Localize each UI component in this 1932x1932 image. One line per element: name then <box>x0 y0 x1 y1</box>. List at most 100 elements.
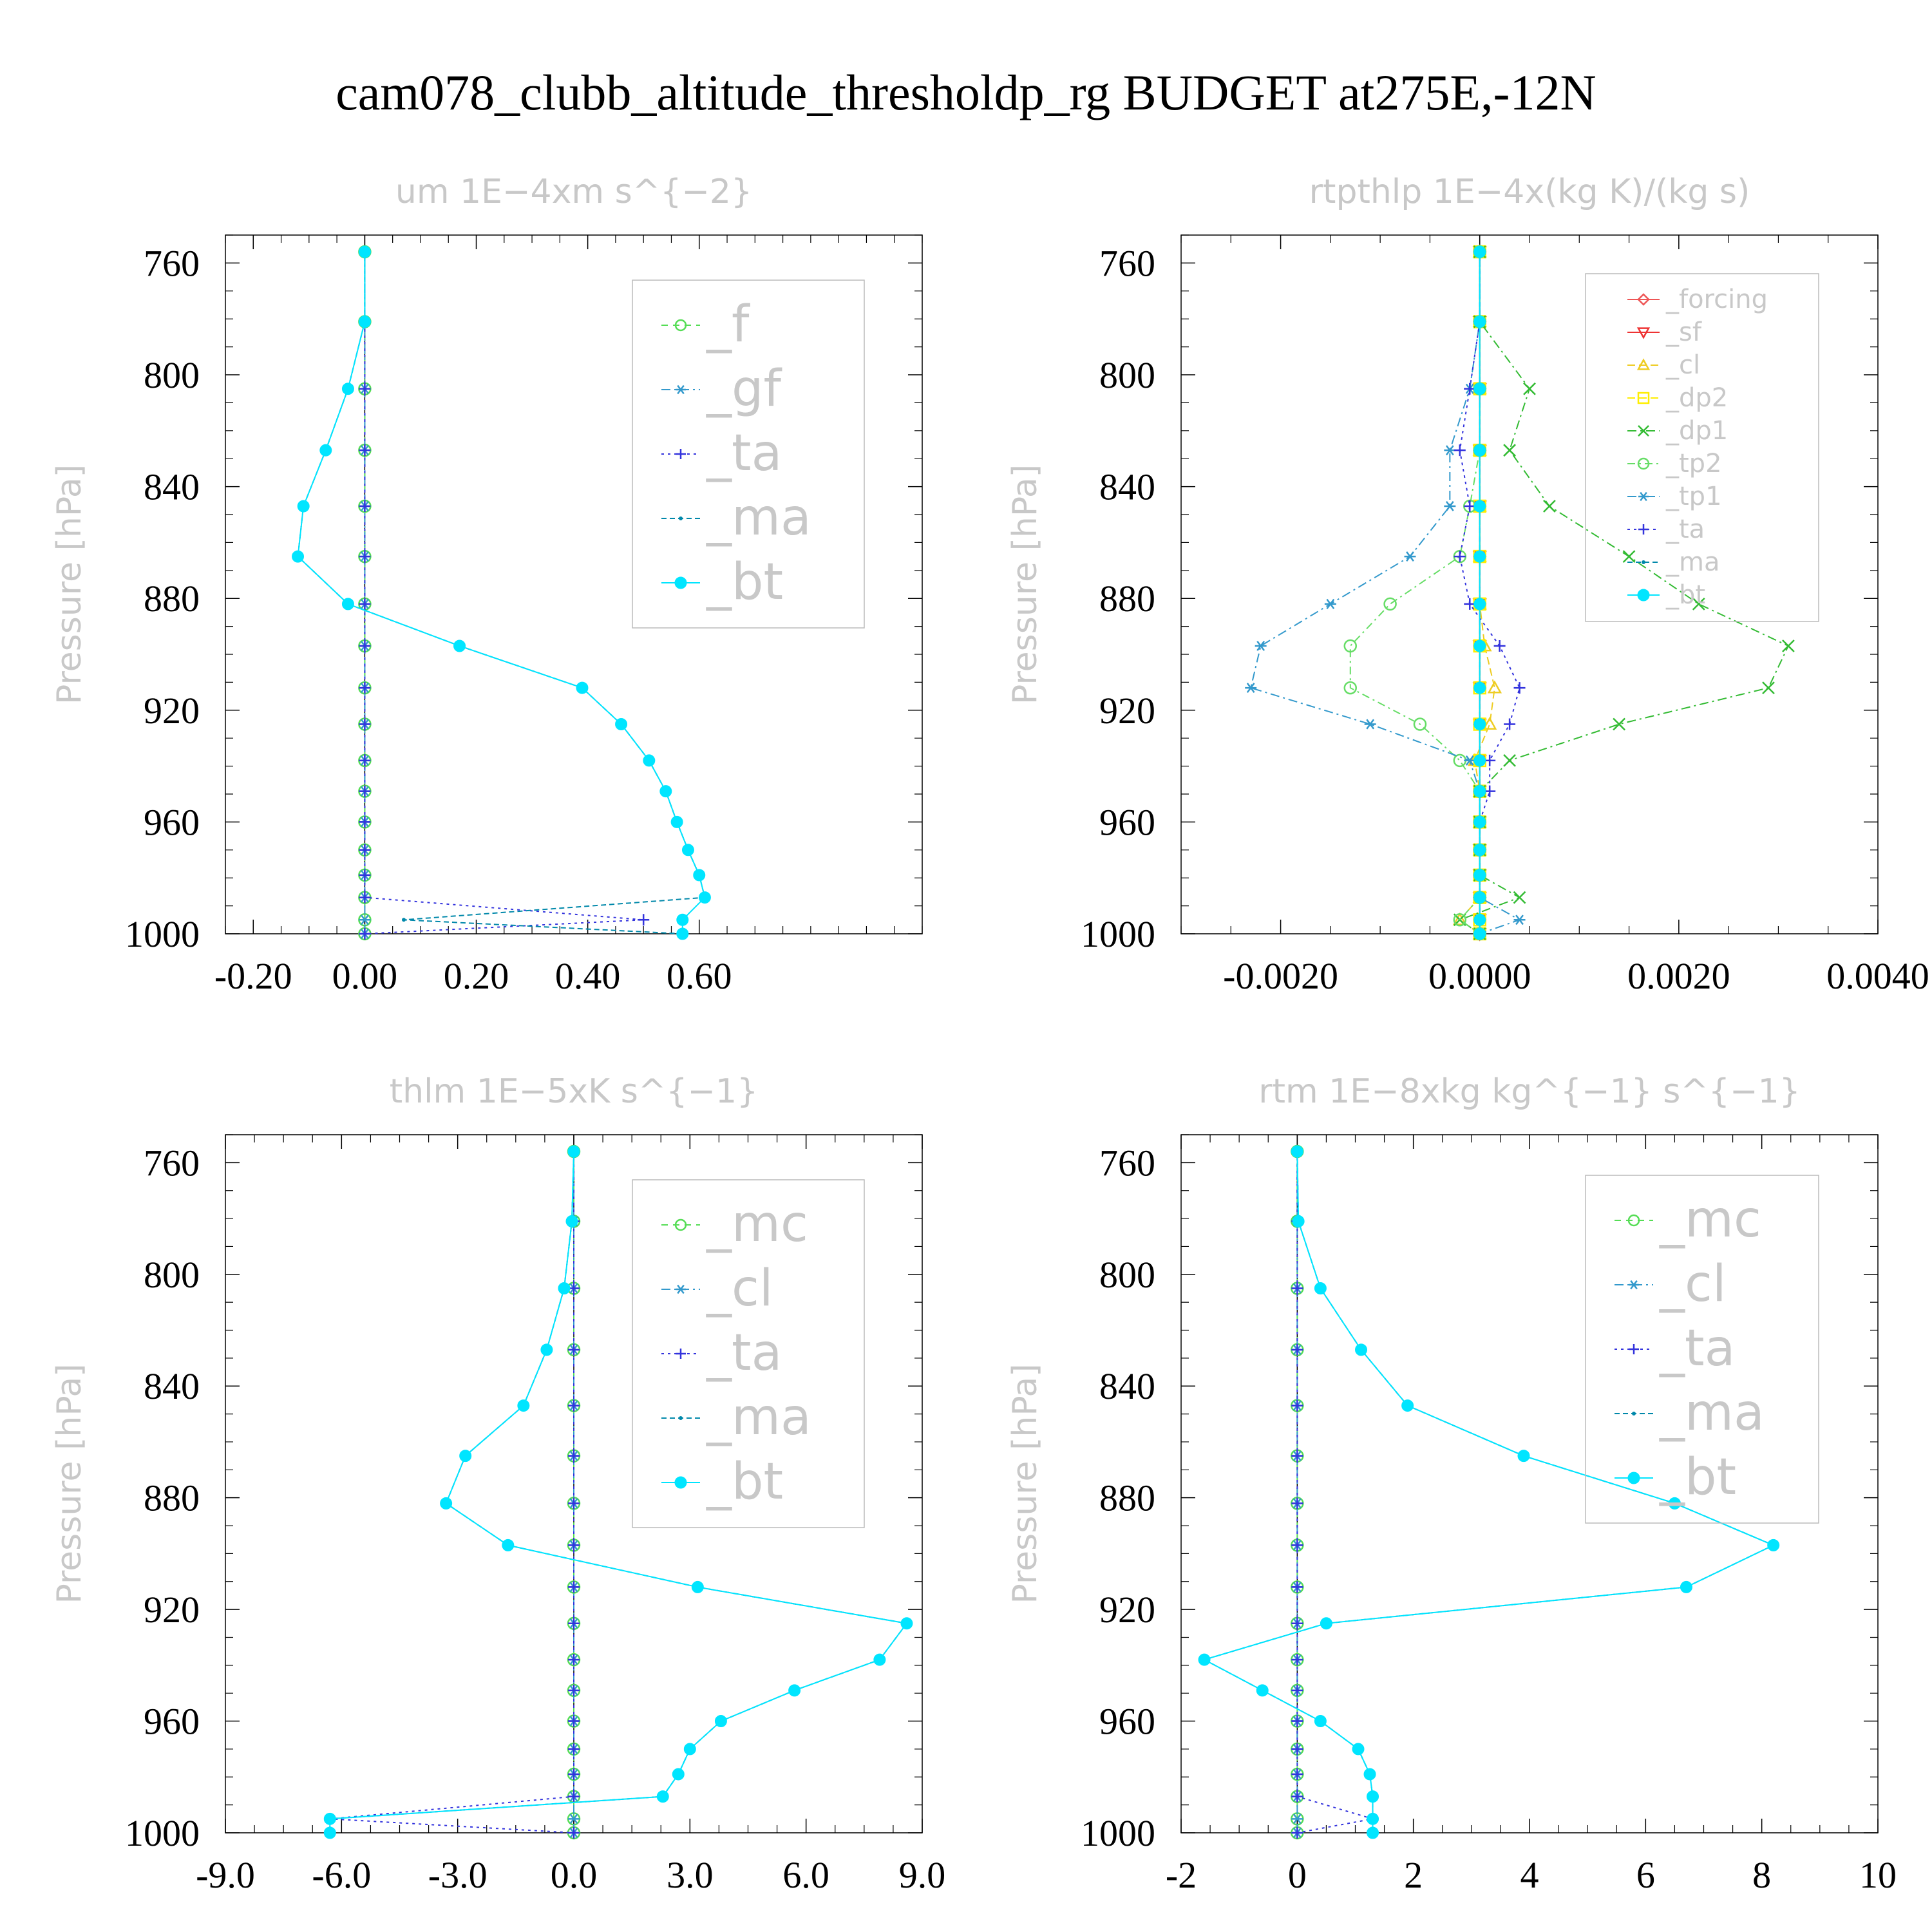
data-point <box>1198 1653 1211 1666</box>
data-point <box>1473 444 1486 457</box>
legend-label: _dp1 <box>1665 416 1728 446</box>
data-point <box>1367 1826 1379 1839</box>
data-point <box>359 928 371 940</box>
legend-label: _ta <box>706 424 782 482</box>
y-tick-label: 960 <box>1099 801 1155 843</box>
legend-box <box>1585 273 1819 622</box>
data-point <box>1473 913 1486 926</box>
series-dp1 <box>1453 245 1795 940</box>
data-point <box>568 1827 580 1839</box>
legend-marker <box>1638 425 1649 437</box>
data-point <box>568 1743 580 1755</box>
legend-marker <box>1637 392 1650 404</box>
data-point <box>1367 1790 1379 1803</box>
data-point <box>714 1715 727 1728</box>
y-tick-label: 840 <box>144 466 200 508</box>
data-point <box>1255 641 1267 651</box>
legend-label: _dp2 <box>1665 383 1728 413</box>
x-tick-label: -2 <box>1166 1854 1197 1896</box>
data-point <box>1291 1814 1303 1824</box>
data-point <box>1473 785 1486 798</box>
data-point <box>359 718 371 730</box>
legend-label: _ta <box>706 1324 782 1382</box>
data-point <box>1513 682 1526 694</box>
data-point <box>1473 245 1486 258</box>
data-point <box>670 815 683 828</box>
data-point <box>1320 1617 1332 1630</box>
series-line <box>1250 252 1521 934</box>
data-point <box>323 1812 336 1825</box>
y-tick-label: 760 <box>144 1142 200 1184</box>
y-tick-label: 800 <box>144 1254 200 1296</box>
legend-marker <box>1636 358 1651 370</box>
data-point <box>358 245 371 258</box>
series-line <box>1349 252 1481 934</box>
x-tick-label: 0.20 <box>444 955 509 997</box>
data-point <box>358 316 371 328</box>
data-point <box>568 1581 580 1593</box>
legend-label: _bt <box>1659 1448 1736 1506</box>
series-ta <box>324 1146 580 1839</box>
plot-frame <box>1180 234 1879 934</box>
data-point <box>1513 891 1526 904</box>
data-point <box>1291 1617 1303 1629</box>
x-tick-label: -9.0 <box>196 1854 255 1896</box>
data-point <box>1503 444 1516 457</box>
data-point <box>359 844 371 856</box>
legend-marker <box>674 319 687 332</box>
data-point <box>1413 717 1427 731</box>
y-tick-label: 760 <box>1099 242 1155 284</box>
data-point <box>691 1580 704 1593</box>
data-point <box>568 1497 580 1510</box>
series-line <box>297 252 706 934</box>
y-axis-label: Pressure [hPa] <box>50 1364 89 1604</box>
legend-label: _gf <box>706 360 782 418</box>
x-tick-label: 0.0 <box>551 1854 598 1896</box>
data-point <box>1473 718 1486 730</box>
data-point <box>1473 891 1486 904</box>
data-point <box>1473 383 1486 395</box>
data-point <box>440 1497 453 1510</box>
panel-title: rtpthlp 1E−4x(kg K)/(kg s) <box>1309 173 1750 211</box>
x-tick-label: 0.0020 <box>1627 955 1730 997</box>
legend-item: _tp1 <box>1627 482 1722 511</box>
data-point <box>1493 639 1506 652</box>
x-tick-label: 0.00 <box>332 955 398 997</box>
x-tick-label: 4 <box>1520 1854 1539 1896</box>
legend-box <box>632 1179 865 1528</box>
data-point <box>693 869 706 882</box>
data-point <box>568 1684 580 1696</box>
data-point <box>1473 754 1486 767</box>
panel-title: um 1E−4xm s^{−2} <box>395 173 752 211</box>
legend-item: _tp2 <box>1627 449 1722 478</box>
legend-item: _ta <box>1615 1320 1735 1378</box>
legend-marker <box>676 449 686 459</box>
data-point <box>1364 719 1376 730</box>
legend-item: _bt <box>1615 1448 1736 1506</box>
panel-4: rtm 1E−8xkg kg^{−1} s^{−1} Pressure [hPa]… <box>1006 1072 1897 1896</box>
data-point <box>1453 753 1467 768</box>
panel-1: um 1E−4xm s^{−2} Pressure [hPa] 760 800 840 8… <box>50 173 923 997</box>
data-point <box>788 1684 801 1697</box>
series-line <box>1458 252 1790 934</box>
data-point <box>1291 1282 1303 1294</box>
series-line <box>364 252 644 934</box>
data-point <box>341 383 354 395</box>
data-point <box>568 1399 580 1412</box>
data-point <box>1523 382 1536 395</box>
legend-box <box>632 279 865 629</box>
data-point <box>359 816 371 828</box>
data-point <box>1291 1399 1303 1412</box>
legend-label: _mc <box>706 1195 808 1253</box>
data-point <box>1291 1497 1303 1510</box>
data-point <box>681 844 694 857</box>
series-tp1 <box>1245 247 1526 939</box>
data-point <box>1291 1827 1303 1839</box>
data-point <box>1473 639 1486 652</box>
y-axis-label: Pressure [hPa] <box>50 464 89 705</box>
data-point <box>1473 927 1486 940</box>
data-point <box>568 1617 580 1629</box>
data-point <box>1668 1497 1681 1510</box>
series-line <box>330 1151 574 1833</box>
legend-marker <box>1636 327 1651 339</box>
